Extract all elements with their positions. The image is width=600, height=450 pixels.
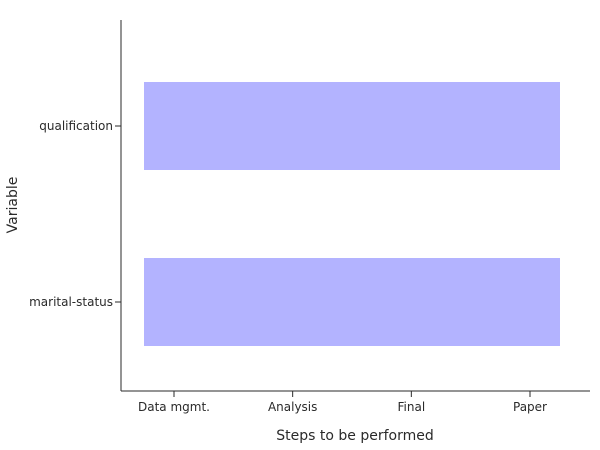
x-axis-ticks: Data mgmt. Analysis Final Paper: [138, 391, 547, 414]
x-axis-title: Steps to be performed: [276, 428, 433, 444]
x-tick-label: Data mgmt.: [138, 400, 210, 414]
y-tick-label: qualification: [39, 119, 113, 133]
bar-qualification: [144, 82, 560, 170]
y-tick-label: marital-status: [29, 295, 113, 309]
x-tick-label: Paper: [513, 400, 547, 414]
bars-group: [144, 82, 560, 346]
y-axis-title: Variable: [5, 177, 21, 234]
y-axis-ticks: qualification marital-status: [29, 119, 121, 309]
x-tick-label: Final: [398, 400, 426, 414]
bar-marital-status: [144, 258, 560, 346]
x-tick-label: Analysis: [268, 400, 317, 414]
